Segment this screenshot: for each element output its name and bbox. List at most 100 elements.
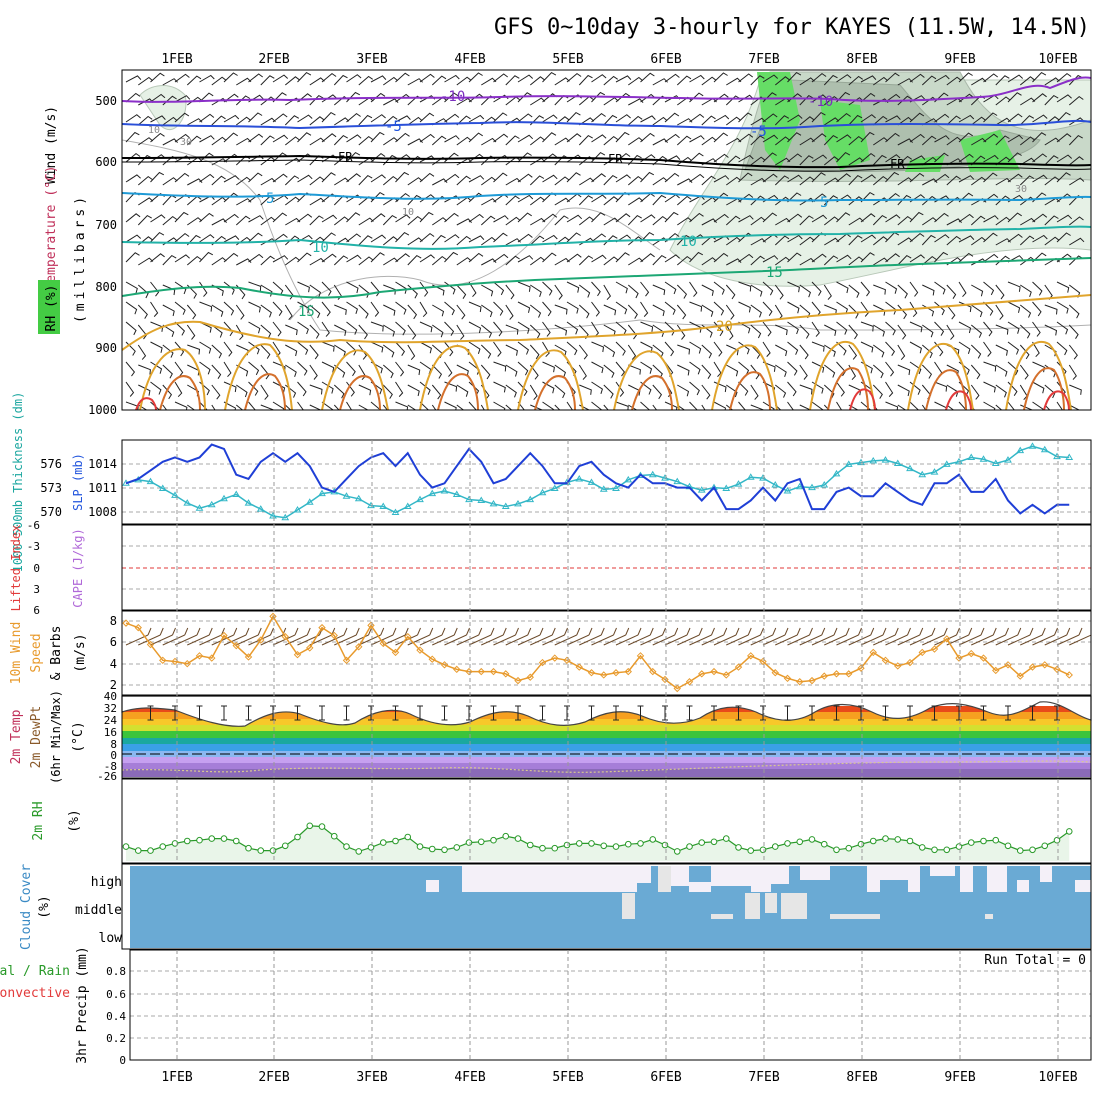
wind-barb (726, 176, 742, 186)
rh-point (404, 833, 412, 841)
wind-barb (542, 153, 557, 163)
wind-barb (309, 116, 325, 126)
isotherm-20 (122, 294, 1091, 351)
wind-barb (272, 401, 285, 410)
date-label: 6FEB (650, 52, 681, 67)
wind-barb (419, 112, 435, 123)
wind-barb (848, 284, 860, 298)
wind-barb (456, 364, 469, 376)
precip-tick: 0.8 (106, 965, 126, 978)
wind-barb (909, 254, 925, 263)
wind-barb (223, 72, 238, 83)
wind-barb (1056, 627, 1083, 646)
wind-barb (689, 381, 700, 396)
wind-barb (983, 361, 997, 372)
wind-barb (383, 324, 395, 337)
thickness-tick: 573 (40, 481, 62, 495)
wind-barb (566, 111, 581, 123)
wind-barb (885, 214, 901, 223)
wind-barb (591, 341, 605, 353)
wind-speed-point (685, 678, 694, 686)
wind-barb (174, 232, 190, 243)
wind-barb (701, 384, 711, 400)
wind-barb (554, 627, 581, 646)
wind-barb (1056, 281, 1070, 293)
wind-barb (897, 215, 913, 226)
rh2m-frame (121, 778, 1092, 864)
wind-barb (493, 281, 505, 296)
rh-point (367, 844, 375, 851)
wind-barb (395, 281, 408, 294)
wind-barb (750, 255, 765, 266)
stability-panel: -6 -3 0 3 6 Lifted Index CAPE (J/kg) (9, 519, 1092, 617)
wind-speed-point (808, 676, 816, 685)
wind-barb (358, 256, 374, 266)
wind-barb (934, 251, 949, 263)
wind-barb (137, 175, 153, 186)
wind-barb (860, 152, 876, 163)
wind-barb (676, 304, 687, 320)
ylabel-thickness: 1000-500mb Thickness (dm) (11, 392, 25, 573)
wind-barb (615, 281, 628, 294)
wind-barb (762, 113, 778, 123)
wind-speed-point (293, 650, 302, 659)
wind-barb (873, 284, 886, 295)
wind-barb (701, 304, 714, 317)
wind-barb (725, 116, 741, 126)
wind-barb (138, 76, 154, 86)
wind-barb (836, 112, 851, 123)
wind-barb (248, 627, 274, 646)
wind-speed-point (734, 663, 743, 671)
wind-barb (542, 401, 554, 410)
wind-barb (591, 254, 607, 263)
wind-barb (701, 115, 716, 126)
wind-barb (860, 92, 876, 103)
wind-barb (150, 341, 163, 353)
rh-point (894, 836, 902, 843)
wind-barb (799, 384, 813, 395)
wind-barb (407, 215, 423, 226)
wind-barb (983, 301, 994, 316)
precip-panel: Run Total = 0 0.8 0.6 0.4 0.2 0 Total / … (0, 946, 1092, 1067)
cloud-frame (121, 863, 1092, 950)
day-gridlines (176, 440, 1059, 1060)
wind-barb (603, 114, 618, 126)
wind-barb (284, 115, 300, 126)
cloud-level-label: middle (75, 903, 122, 918)
wind-barb (444, 234, 460, 243)
wind-barb (860, 114, 876, 123)
wind-barb (603, 174, 618, 186)
wind-barb (1032, 301, 1042, 317)
wind-barb (652, 194, 667, 206)
wind-barb (517, 255, 534, 263)
thickness-point (391, 508, 400, 516)
wind-barb (285, 344, 298, 357)
wind-barb (787, 71, 802, 83)
thickness-point (1040, 445, 1049, 453)
wind-barb (971, 627, 997, 646)
wind-barb (897, 284, 908, 299)
temp-range-bar (368, 705, 374, 721)
wind-barb (162, 284, 176, 296)
wind-barb (775, 256, 791, 266)
wind-barb (199, 113, 215, 123)
wind-barb (775, 324, 788, 336)
wind-barb (383, 137, 399, 146)
wind-barb (395, 253, 410, 263)
wind-barb (1044, 94, 1059, 106)
wind-barb (627, 154, 642, 166)
wind-barb (958, 153, 974, 163)
wind-barb (640, 253, 655, 263)
wind-barb (211, 76, 227, 86)
wind-barb (456, 404, 465, 410)
wind-barb (628, 364, 641, 375)
wind-barb (346, 281, 359, 294)
wind-barb (468, 132, 483, 143)
wind-speed-point (367, 621, 375, 630)
wind-barb (615, 213, 631, 223)
wind-barb (958, 175, 975, 183)
wind-barb (615, 301, 628, 315)
wind-barb (260, 304, 272, 318)
ytick-label: 1000 (88, 403, 117, 417)
wind-barb (407, 194, 422, 206)
